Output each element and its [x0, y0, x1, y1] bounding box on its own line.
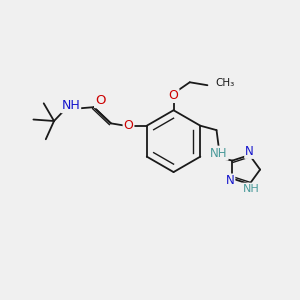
Text: O: O — [124, 118, 134, 132]
Text: O: O — [95, 94, 106, 107]
Text: O: O — [169, 89, 178, 102]
Text: NH: NH — [210, 147, 228, 160]
Text: N: N — [245, 145, 254, 158]
Text: NH: NH — [61, 99, 80, 112]
Text: NH: NH — [243, 184, 260, 194]
Text: N: N — [226, 174, 234, 188]
Text: CH₃: CH₃ — [216, 79, 235, 88]
